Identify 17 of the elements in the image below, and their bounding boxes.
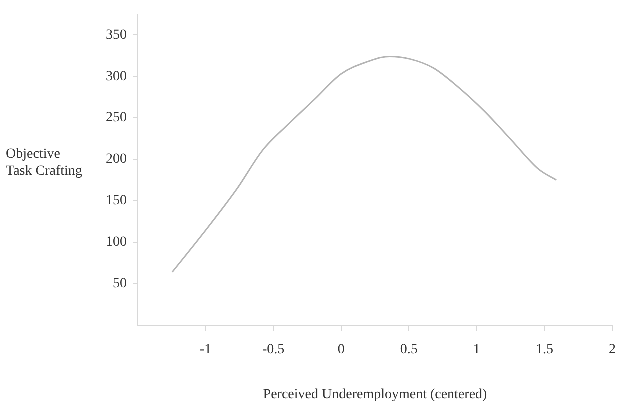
y-tick-label: 50 — [113, 276, 127, 292]
x-tick-label: 1 — [473, 342, 480, 358]
y-tick-label: 250 — [106, 110, 127, 126]
line-series — [172, 56, 558, 274]
x-tick-label: 0.5 — [400, 342, 418, 358]
y-tick-label: 200 — [106, 152, 127, 168]
x-tick-label: 0 — [338, 342, 345, 358]
y-axis-title: Objective Task Crafting — [6, 146, 84, 180]
x-axis-title: Perceived Underemployment (centered) — [263, 387, 488, 402]
y-tick-label: 350 — [106, 28, 127, 43]
y-tick-label: 150 — [106, 194, 127, 209]
y-tick-label: 100 — [106, 235, 127, 250]
x-tick-label: 2 — [609, 342, 616, 358]
x-tick-label: 1.5 — [536, 342, 554, 358]
x-tick-label: -1 — [200, 342, 212, 358]
x-tick-label: -0.5 — [262, 342, 285, 358]
y-tick-label: 300 — [106, 69, 127, 84]
